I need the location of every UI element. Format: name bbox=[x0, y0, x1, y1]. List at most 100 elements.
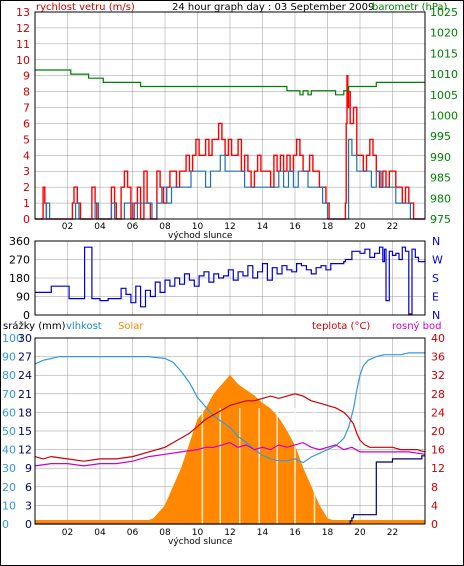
climate-x-tick-label: 22 bbox=[387, 528, 398, 538]
wind-x-tick-label: 12 bbox=[224, 222, 235, 232]
rain-y-tick-label: 30 bbox=[18, 332, 32, 345]
humidity-y-tick-label: 0 bbox=[2, 518, 9, 531]
temperature-y-tick-label: 20 bbox=[431, 425, 445, 438]
page-title: 24 hour graph day : 03 September 2009 bbox=[172, 2, 374, 13]
wind-y-tick-label: 3 bbox=[23, 165, 30, 178]
wind-direction-line bbox=[35, 246, 426, 315]
barometer-y-tick-label: 980 bbox=[430, 192, 451, 205]
humidity-y-tick-label: 100 bbox=[2, 332, 23, 345]
climate-x-tick-label: 20 bbox=[354, 528, 366, 538]
temperature-line bbox=[34, 393, 426, 462]
temperature-y-tick-label: 24 bbox=[431, 406, 445, 419]
climate-x-tick-label: 16 bbox=[289, 528, 301, 538]
climate-x-tick-label: 12 bbox=[224, 528, 235, 538]
wind-axis-label: rychlost vetru (m/s) bbox=[36, 2, 135, 13]
rain-y-tick-label: 6 bbox=[25, 481, 32, 494]
wind-y-tick-label: 11 bbox=[16, 38, 30, 51]
climate-x-tick-label: 06 bbox=[127, 528, 139, 538]
barometer-y-tick-label: 990 bbox=[430, 151, 451, 164]
wind-y-tick-label: 12 bbox=[16, 22, 30, 35]
compass-label: N bbox=[432, 235, 440, 248]
humidity-y-tick-label: 80 bbox=[2, 369, 16, 382]
humidity-y-tick-label: 10 bbox=[2, 499, 16, 512]
rain-y-tick-label: 15 bbox=[18, 425, 32, 438]
humidity-line bbox=[34, 352, 425, 464]
rain-y-tick-label: 27 bbox=[18, 351, 32, 364]
barometer-y-tick-label: 1010 bbox=[430, 68, 458, 81]
direction-panel-series bbox=[35, 246, 426, 315]
solar-axis-label: Solar bbox=[118, 321, 144, 332]
wind-y-tick-label: 10 bbox=[16, 54, 30, 67]
barometer-y-tick-label: 1005 bbox=[430, 89, 458, 102]
temperature-y-tick-label: 36 bbox=[431, 351, 445, 364]
temperature-y-tick-label: 16 bbox=[431, 444, 445, 457]
humidity-y-tick-label: 70 bbox=[2, 388, 16, 401]
rain-y-tick-label: 24 bbox=[18, 369, 32, 382]
direction-frame bbox=[34, 240, 426, 316]
barometer-y-tick-label: 975 bbox=[430, 213, 451, 226]
compass-label: S bbox=[432, 272, 439, 285]
temperature-y-tick-label: 8 bbox=[431, 481, 438, 494]
temperature-y-tick-label: 32 bbox=[431, 369, 445, 382]
temperature-axis-label: teplota (°C) bbox=[312, 321, 370, 332]
barometer-line bbox=[35, 69, 425, 96]
wind-x-tick-label: 14 bbox=[257, 222, 269, 232]
humidity-y-tick-label: 50 bbox=[2, 425, 16, 438]
climate-x-tick-label: 04 bbox=[94, 528, 106, 538]
dew-point-line bbox=[34, 441, 426, 467]
wind-y-tick-label: 6 bbox=[23, 117, 30, 130]
wind-panel-series bbox=[35, 69, 425, 220]
wind-x-tick-label: 08 bbox=[159, 222, 171, 232]
humidity-y-tick-label: 40 bbox=[2, 444, 16, 457]
barometer-axis-label: barometr (hPa) bbox=[372, 2, 448, 13]
compass-label: N bbox=[432, 309, 440, 322]
humidity-y-tick-label: 90 bbox=[2, 351, 16, 364]
wind-frame bbox=[34, 11, 426, 220]
compass-label: W bbox=[432, 254, 443, 267]
compass-label: E bbox=[432, 291, 439, 304]
barometer-y-tick-label: 1020 bbox=[430, 27, 458, 40]
climate-x-tick-label: 10 bbox=[192, 528, 204, 538]
rain-y-tick-label: 21 bbox=[18, 388, 32, 401]
wind-x-tick-label: 16 bbox=[289, 222, 301, 232]
wind-y-tick-label: 13 bbox=[16, 6, 30, 19]
humidity-y-tick-label: 60 bbox=[2, 406, 16, 419]
direction-y-tick-label: 360 bbox=[9, 235, 30, 248]
rain-y-tick-label: 0 bbox=[25, 518, 32, 531]
direction-y-tick-label: 180 bbox=[9, 272, 30, 285]
temperature-y-tick-label: 40 bbox=[431, 332, 445, 345]
wind-average-line bbox=[35, 138, 425, 220]
rain-y-tick-label: 18 bbox=[18, 406, 32, 419]
climate-panel-axes: 0102030405060708090100036912151821242730… bbox=[2, 332, 445, 547]
humidity-y-tick-label: 20 bbox=[2, 481, 16, 494]
wind-y-tick-label: 0 bbox=[23, 213, 30, 226]
wind-x-axis-title: východ slunce bbox=[168, 231, 233, 241]
wind-y-tick-label: 5 bbox=[23, 133, 30, 146]
rain-line bbox=[35, 455, 425, 525]
wind-y-tick-label: 9 bbox=[23, 70, 30, 83]
wind-x-tick-label: 02 bbox=[62, 222, 73, 232]
wind-x-tick-label: 22 bbox=[387, 222, 398, 232]
temperature-y-tick-label: 0 bbox=[431, 518, 438, 531]
rain-y-tick-label: 9 bbox=[25, 462, 32, 475]
barometer-y-tick-label: 985 bbox=[430, 172, 451, 185]
rain-axis-label: srážky (mm) bbox=[3, 320, 66, 332]
wind-panel-axes: 0123456789101112139759809859909951000100… bbox=[16, 6, 458, 241]
barometer-y-tick-label: 1015 bbox=[430, 47, 458, 60]
temperature-y-tick-label: 4 bbox=[431, 499, 438, 512]
direction-y-tick-label: 0 bbox=[23, 309, 30, 322]
wind-x-tick-label: 20 bbox=[354, 222, 366, 232]
climate-x-tick-label: 18 bbox=[322, 528, 334, 538]
wind-x-tick-label: 04 bbox=[94, 222, 106, 232]
solar-area bbox=[34, 374, 426, 525]
climate-x-tick-label: 02 bbox=[62, 528, 73, 538]
wind-y-tick-label: 7 bbox=[23, 102, 30, 115]
wind-speed-line bbox=[35, 75, 425, 220]
temperature-y-tick-label: 12 bbox=[431, 462, 445, 475]
climate-x-axis-title: východ slunce bbox=[168, 537, 233, 547]
dew-point-axis-label: rosný bod bbox=[392, 320, 441, 332]
climate-x-tick-label: 08 bbox=[159, 528, 171, 538]
barometer-y-tick-label: 1000 bbox=[430, 110, 458, 123]
